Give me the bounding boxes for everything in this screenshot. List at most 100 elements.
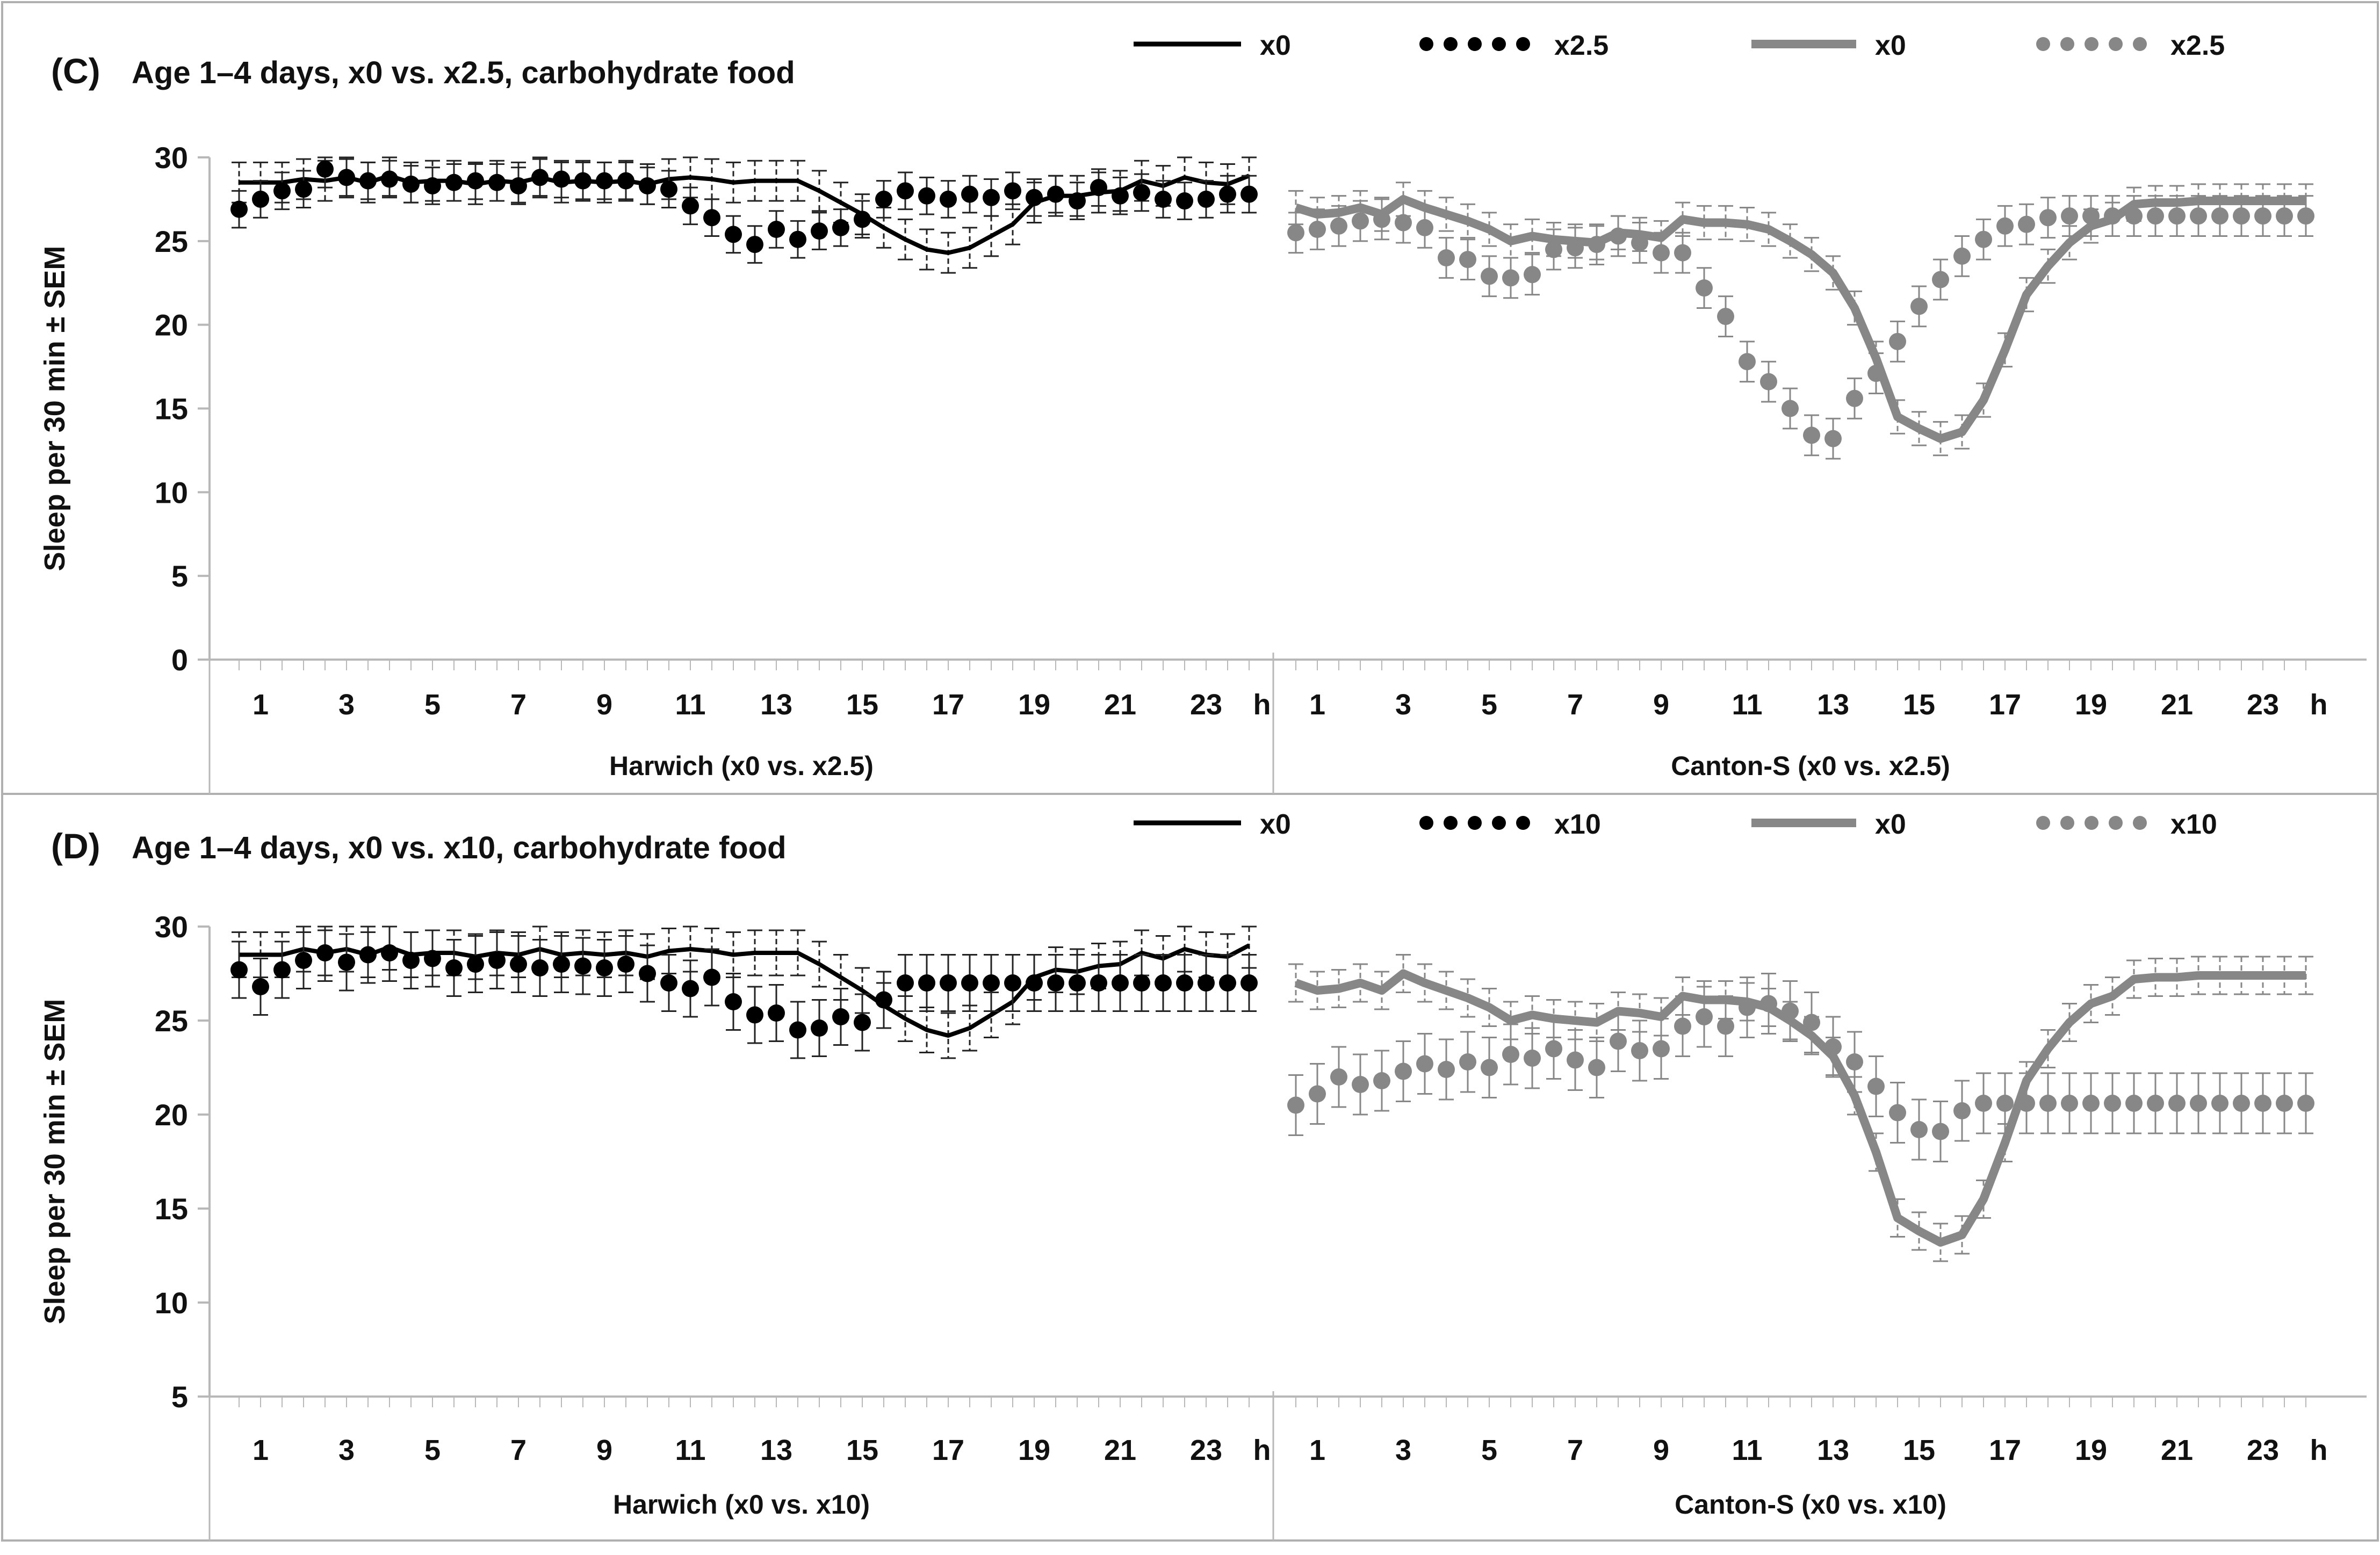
x-tick-label: 23 (2247, 689, 2279, 721)
series-point-x10 (2018, 1095, 2035, 1112)
series-point-x2.5 (1739, 353, 1756, 371)
x-tick-label: 11 (675, 1434, 705, 1466)
x-tick-label: 5 (424, 1434, 441, 1466)
series-point-x2.5 (682, 197, 699, 215)
legend-dot-3 (2060, 816, 2074, 830)
legend-dot-1 (1492, 816, 1506, 830)
series-point-x2.5 (2125, 207, 2143, 225)
series-point-x10 (2211, 1095, 2228, 1112)
x-tick-label: 13 (1817, 689, 1849, 721)
series-point-x10 (1047, 974, 1064, 992)
legend-dot-1 (1468, 37, 1482, 51)
series-point-x2.5 (768, 221, 785, 238)
panel-label: (D) (51, 826, 100, 866)
series-point-x2.5 (2211, 207, 2228, 225)
series-point-x2.5 (1782, 400, 1799, 417)
series-point-x10 (230, 961, 248, 979)
series-point-x2.5 (832, 219, 849, 236)
series-point-x2.5 (639, 177, 656, 194)
legend-dot-3 (2133, 37, 2147, 51)
series-point-x2.5 (854, 211, 871, 228)
x-unit-label: h (2310, 1434, 2328, 1466)
series-point-x10 (553, 956, 570, 973)
series-point-x10 (2082, 1095, 2100, 1112)
y-tick-label: 5 (171, 559, 188, 593)
x-tick-label: 13 (760, 1434, 792, 1466)
group-label: Canton-S (x0 vs. x2.5) (1671, 751, 1950, 781)
series-point-x2.5 (445, 173, 463, 191)
series-point-x2.5 (359, 172, 377, 190)
series-point-x2.5 (617, 172, 634, 190)
series-point-x2.5 (1674, 244, 1691, 262)
series-point-x10 (1803, 1014, 1820, 1031)
x-tick-label: 9 (1653, 1434, 1669, 1466)
legend-dot-1 (1468, 816, 1482, 830)
x-tick-label: 5 (1481, 689, 1497, 721)
series-point-x10 (1653, 1040, 1670, 1058)
series-point-x2.5 (338, 169, 355, 186)
y-tick-label: 15 (155, 392, 188, 426)
x-tick-label: 17 (1989, 1434, 2021, 1466)
y-tick-label: 20 (155, 1098, 188, 1132)
series-point-x10 (2104, 1095, 2121, 1112)
y-tick-label: 20 (155, 308, 188, 342)
series-point-x10 (1112, 974, 1129, 992)
series-point-x10 (983, 974, 1000, 992)
x-tick-label: 21 (2161, 1434, 2193, 1466)
x-tick-label: 3 (1395, 689, 1411, 721)
y-axis-label: Sleep per 30 min ± SEM (39, 999, 71, 1325)
series-point-x2.5 (1481, 267, 1498, 285)
legend-dot-1 (1516, 37, 1530, 51)
series-point-x2.5 (2104, 207, 2121, 225)
series-point-x10 (854, 1014, 871, 1031)
y-tick-label: 30 (155, 141, 188, 175)
x-unit-label: h (1253, 1434, 1271, 1466)
series-point-x10 (789, 1021, 806, 1039)
x-tick-label: 5 (1481, 1434, 1497, 1466)
x-tick-label: 9 (596, 1434, 612, 1466)
series-point-x2.5 (1696, 279, 1713, 297)
series-point-x2.5 (424, 177, 441, 194)
x-tick-label: 11 (1732, 1434, 1762, 1466)
series-point-x10 (682, 980, 699, 997)
group-label: Harwich (x0 vs. x2.5) (609, 751, 874, 781)
series-point-x2.5 (1524, 266, 1541, 284)
series-point-x10 (1502, 1046, 1519, 1063)
x-tick-label: 7 (1567, 1434, 1583, 1466)
legend-label-3: x10 (2170, 809, 2217, 840)
legend-dot-3 (2036, 37, 2050, 51)
series-point-x10 (639, 965, 656, 982)
y-tick-label: 10 (155, 475, 188, 509)
x-tick-label: 5 (424, 689, 441, 721)
series-point-x10 (2168, 1095, 2186, 1112)
series-point-x2.5 (1459, 251, 1476, 269)
series-point-x2.5 (983, 189, 1000, 206)
series-point-x2.5 (811, 222, 828, 240)
series-point-x10 (1588, 1059, 1605, 1076)
series-point-x10 (1889, 1104, 1906, 1122)
series-point-x2.5 (2254, 207, 2271, 225)
x-tick-label: 13 (1817, 1434, 1849, 1466)
series-point-x2.5 (295, 180, 312, 198)
x-tick-label: 17 (932, 1434, 964, 1466)
series-point-x2.5 (1047, 185, 1064, 203)
series-point-x10 (617, 956, 634, 973)
series-point-x2.5 (1026, 189, 1043, 206)
y-tick-label: 5 (171, 1380, 188, 1414)
series-point-x2.5 (2168, 207, 2186, 225)
x-tick-label: 9 (1653, 689, 1669, 721)
series-point-x10 (381, 944, 398, 961)
series-point-x2.5 (703, 209, 720, 227)
series-point-x10 (1545, 1040, 1562, 1058)
series-point-x10 (1996, 1095, 2014, 1112)
series-point-x2.5 (402, 175, 420, 193)
series-point-x2.5 (1373, 211, 1390, 228)
series-point-x2.5 (1502, 269, 1519, 287)
legend-dot-1 (1419, 816, 1433, 830)
series-point-x10 (961, 974, 978, 992)
series-point-x2.5 (316, 160, 334, 178)
series-point-x10 (1567, 1051, 1584, 1069)
series-point-x10 (1910, 1121, 1928, 1138)
series-point-x2.5 (1155, 190, 1172, 208)
y-tick-label: 10 (155, 1286, 188, 1320)
